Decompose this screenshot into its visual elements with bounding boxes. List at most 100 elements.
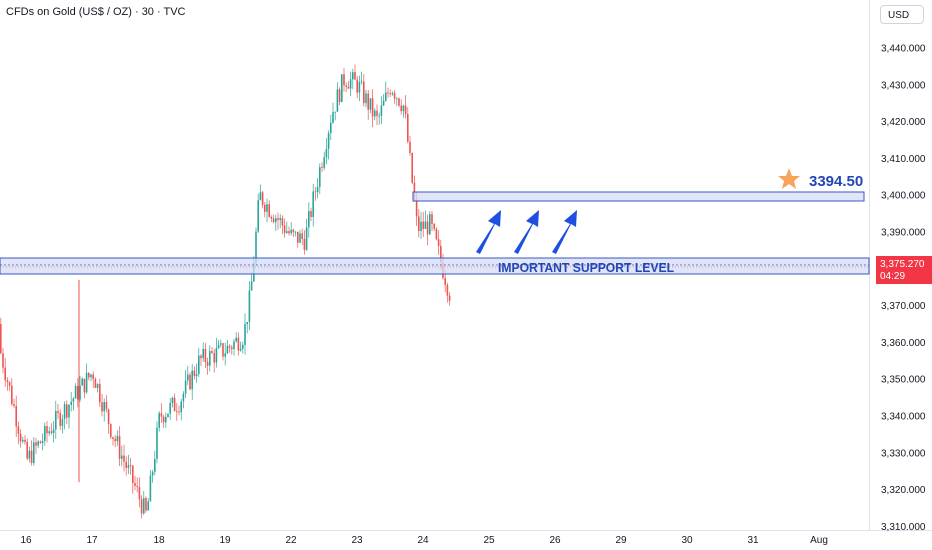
candle-body: [22, 439, 24, 442]
candle-body: [200, 355, 202, 359]
candle-body: [444, 278, 446, 285]
candle-body: [83, 378, 86, 393]
candle-body: [145, 498, 147, 511]
candle-body: [424, 221, 427, 229]
candle-body: [39, 441, 42, 444]
time-tick-label: 18: [153, 535, 165, 546]
candle-body: [321, 167, 323, 169]
candle-body: [134, 483, 136, 486]
candle-body: [136, 485, 138, 488]
candle-body: [323, 157, 325, 168]
candle-body: [77, 386, 79, 400]
candle-body: [61, 418, 64, 426]
candle-body: [283, 225, 286, 233]
candle-body: [226, 345, 229, 354]
candle-body: [266, 204, 268, 212]
candle-body: [206, 361, 209, 366]
price-tick-label: 3,410.000: [881, 154, 926, 165]
up-arrow-icon[interactable]: [476, 210, 501, 254]
candle-body: [127, 464, 130, 468]
candle-body: [371, 98, 374, 117]
resistance-zone[interactable]: [412, 191, 865, 202]
candle-body: [288, 231, 290, 234]
candle-body: [90, 374, 92, 378]
candle-body: [264, 204, 266, 212]
candle-body: [193, 370, 196, 376]
candle-body: [74, 386, 77, 399]
candle-body: [332, 112, 334, 123]
candle-body: [334, 111, 336, 113]
support-zone[interactable]: [0, 257, 870, 275]
candle-body: [123, 455, 125, 462]
candle-body: [44, 426, 46, 441]
time-tick-label: 16: [20, 535, 32, 546]
candle-body: [433, 223, 435, 229]
candle-body: [72, 398, 75, 402]
price-tick-label: 3,420.000: [881, 117, 926, 128]
candle-body: [213, 353, 215, 363]
candle-body: [270, 216, 273, 219]
candle-body: [261, 192, 264, 205]
candle-body: [180, 401, 182, 413]
star-icon: [778, 168, 800, 189]
candle-body: [24, 439, 26, 443]
candle-body: [237, 337, 240, 351]
price-tick-label: 3,390.000: [881, 228, 926, 239]
candle-body: [290, 229, 292, 234]
candle-body: [437, 239, 440, 246]
candle-body: [301, 233, 303, 239]
candle-body: [272, 218, 275, 223]
candle-body: [255, 231, 257, 263]
candle-body: [220, 343, 222, 345]
candle-body: [66, 404, 68, 418]
time-tick-label: 17: [86, 535, 98, 546]
time-axis[interactable]: 16 17 18 19 22 23 24 25 26 29 30 31 Aug: [20, 535, 827, 546]
candle-body: [143, 498, 145, 514]
candle-body: [338, 89, 341, 103]
price-axis[interactable]: 3,440.000 3,430.000 3,420.000 3,410.000 3,40…: [881, 44, 926, 550]
candle-body: [420, 221, 422, 232]
candle-body: [354, 72, 356, 80]
candle-body: [6, 380, 9, 383]
candle-body: [92, 374, 94, 380]
candle-body: [429, 214, 431, 235]
candle-body: [187, 374, 189, 381]
candle-body: [167, 413, 169, 418]
candle-body: [396, 98, 398, 100]
candle-body: [96, 384, 99, 388]
time-tick-label: 22: [285, 535, 297, 546]
currency-button[interactable]: USD: [880, 5, 924, 24]
candle-body: [374, 110, 376, 117]
candle-body: [15, 406, 17, 427]
candle-body: [37, 441, 39, 446]
candle-body: [402, 105, 405, 112]
time-tick-label: 29: [615, 535, 627, 546]
candle-body: [198, 355, 200, 375]
candle-body: [305, 227, 308, 250]
candle-body: [343, 74, 345, 86]
candle-body: [52, 429, 55, 434]
candle-body: [319, 167, 321, 187]
candle-body: [312, 191, 314, 217]
candle-body: [151, 471, 154, 476]
candle-body: [33, 442, 35, 464]
time-tick-label: 30: [681, 535, 693, 546]
candle-body: [244, 324, 246, 345]
candle-body: [176, 411, 178, 412]
up-arrow-icon[interactable]: [514, 210, 539, 254]
candle-body: [404, 105, 407, 115]
candle-body: [310, 211, 312, 217]
candle-body: [118, 436, 121, 459]
candle-body: [398, 98, 400, 106]
candle-body: [191, 370, 193, 390]
candle-body: [57, 411, 59, 413]
candle-body: [114, 438, 116, 442]
price-tick-label: 3,370.000: [881, 301, 926, 312]
up-arrow-icon[interactable]: [552, 210, 577, 254]
candle-body: [55, 411, 57, 430]
price-tick-label: 3,430.000: [881, 80, 926, 91]
candle-body: [68, 404, 70, 418]
candle-body: [303, 238, 306, 250]
candle-body: [211, 351, 213, 354]
